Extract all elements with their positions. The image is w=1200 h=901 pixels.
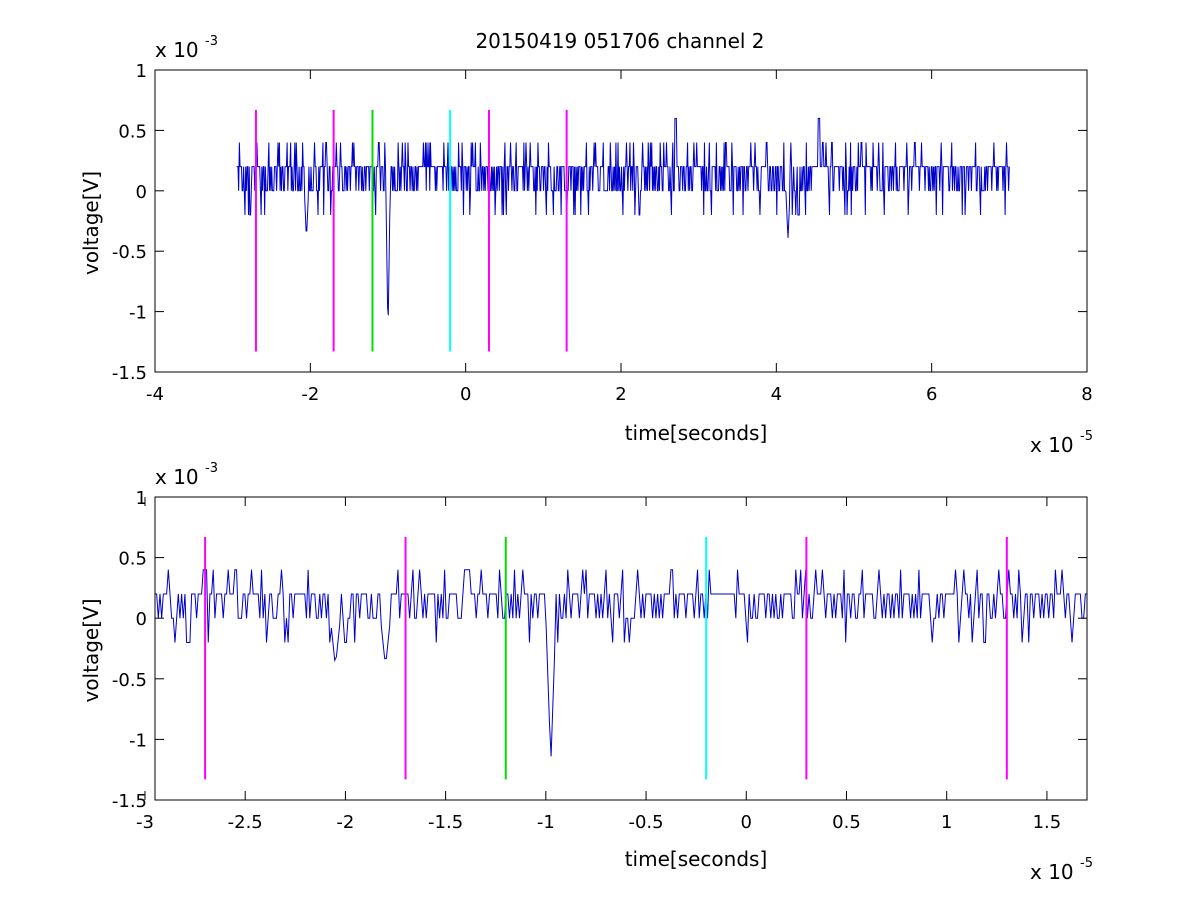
figure-title: 20150419 051706 channel 2 [475, 29, 764, 53]
y-tick-label: 0 [136, 609, 147, 630]
x-tick-label: -2 [336, 812, 354, 833]
x-axis-label: time[seconds] [625, 847, 768, 871]
x-tick-label: 2 [615, 384, 626, 405]
y-tick-label: -1.5 [112, 363, 147, 384]
x-tick-label: 8 [1081, 384, 1092, 405]
x-tick-label: 0 [460, 384, 471, 405]
y-exponent-label: x 10 [155, 465, 199, 489]
y-tick-label: -1.5 [112, 791, 147, 812]
x-tick-label: 1 [941, 812, 952, 833]
y-axis-label: voltage[V] [79, 171, 103, 275]
axes-box [154, 496, 1088, 801]
y-exponent-power: -3 [205, 34, 218, 49]
y-tick-label: 0.5 [118, 121, 147, 142]
y-tick-label: 0.5 [118, 549, 147, 570]
x-exponent-label: x 10 [1030, 860, 1074, 884]
signal-trace [236, 117, 1010, 316]
y-tick-label: -0.5 [112, 670, 147, 691]
x-tick-label: -1.5 [428, 812, 463, 833]
x-exponent-power: -5 [1080, 856, 1093, 871]
y-exponent-label: x 10 [155, 38, 199, 62]
x-tick-label: -0.5 [628, 812, 663, 833]
y-tick-label: 0 [136, 182, 147, 203]
x-axis-label: time[seconds] [625, 421, 768, 445]
y-tick-label: 1 [136, 488, 147, 509]
x-exponent-power: -5 [1080, 429, 1093, 444]
x-tick-label: -2.5 [228, 812, 263, 833]
y-exponent-power: -3 [205, 461, 218, 476]
x-tick-label: 1.5 [1033, 812, 1062, 833]
x-exponent-label: x 10 [1030, 433, 1074, 457]
x-tick-label: -4 [146, 384, 164, 405]
y-tick-label: -1 [129, 303, 147, 324]
x-tick-label: -1 [537, 812, 555, 833]
y-axis-label: voltage[V] [79, 598, 103, 702]
top-plot: -4 -2 0 2 4 6 8 -1.5 -1 -0.5 0 0.5 1 time[seconds] vol… [79, 34, 1093, 457]
x-tick-label: -3 [136, 812, 154, 833]
y-tick-label: -0.5 [112, 242, 147, 263]
x-tick-label: 6 [926, 384, 937, 405]
x-tick-label: 0.5 [832, 812, 861, 833]
signal-trace [155, 569, 1087, 757]
x-tick-label: 4 [771, 384, 782, 405]
bottom-plot: -3 -2.5 -2 -1.5 -1 -0.5 0 0.5 1 1.5 -1.5 -1 -0.5 0 0.5… [79, 461, 1093, 884]
x-tick-label: 0 [741, 812, 752, 833]
y-tick-label: 1 [136, 61, 147, 82]
y-tick-label: -1 [129, 730, 147, 751]
x-tick-label: -2 [301, 384, 319, 405]
